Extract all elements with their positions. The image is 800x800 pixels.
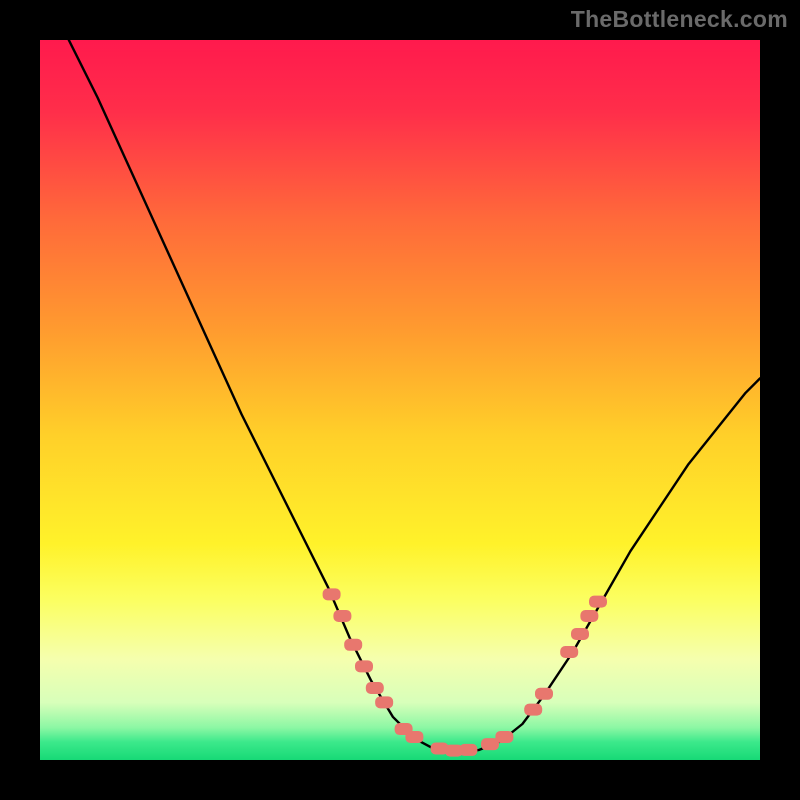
- gradient-background: [40, 40, 760, 760]
- curve-marker: [355, 660, 373, 672]
- curve-marker: [344, 639, 362, 651]
- curve-marker: [366, 682, 384, 694]
- curve-marker: [589, 596, 607, 608]
- plot-area: [40, 40, 760, 760]
- curve-marker: [333, 610, 351, 622]
- curve-marker: [375, 696, 393, 708]
- curve-marker: [524, 704, 542, 716]
- curve-marker: [405, 731, 423, 743]
- curve-marker: [571, 628, 589, 640]
- curve-marker: [535, 688, 553, 700]
- chart-frame: TheBottleneck.com: [0, 0, 800, 800]
- curve-marker: [495, 731, 513, 743]
- curve-marker: [560, 646, 578, 658]
- curve-marker: [459, 744, 477, 756]
- watermark-text: TheBottleneck.com: [571, 6, 788, 33]
- chart-svg: [40, 40, 760, 760]
- curve-marker: [323, 588, 341, 600]
- curve-marker: [580, 610, 598, 622]
